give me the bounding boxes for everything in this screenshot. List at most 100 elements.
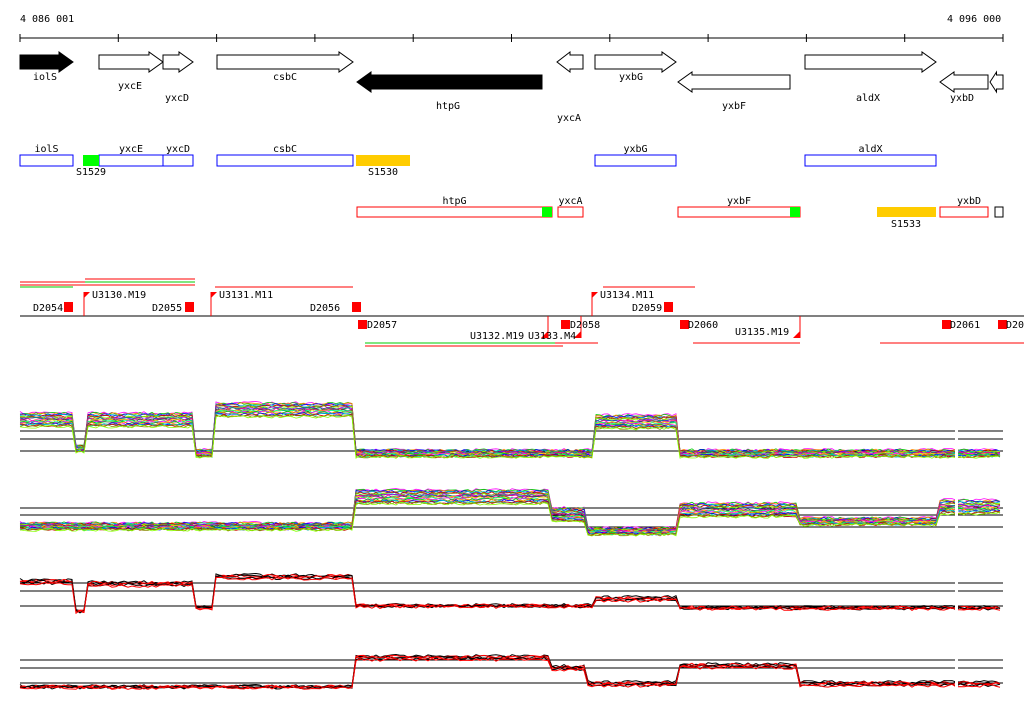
terminator-marker: [352, 302, 361, 312]
gene-box-label: yxbF: [727, 196, 751, 207]
terminator-marker: [561, 320, 570, 329]
gene-box-label: htpG: [442, 196, 466, 207]
gene-arrow-yxcA: [556, 50, 584, 74]
expression-line: [19, 403, 1001, 454]
arrow-shape: [939, 71, 989, 93]
promoter-flag: [793, 331, 800, 338]
segment-S1529: [83, 155, 99, 166]
arrow-shape: [594, 51, 677, 73]
transcription-label-up: D2055: [152, 303, 182, 314]
ruler-start-label: 4 086 001: [20, 14, 74, 25]
expression-line: [19, 414, 1001, 459]
gap: [955, 390, 958, 700]
gene-box-label: iolS: [34, 144, 58, 155]
arrow-shape: [19, 51, 74, 73]
gene-label-yxcD: yxcD: [165, 93, 189, 104]
transcription-label-down: U3132.M19: [470, 331, 524, 342]
gene-arrow-yxbG: [594, 51, 677, 73]
ruler-ticks: [19, 34, 1004, 42]
promoter-flag: [574, 331, 581, 338]
gene-arrow-aldX: [804, 51, 937, 73]
gene-arrow-yxbD: [939, 71, 989, 93]
arrow-shape: [556, 50, 584, 74]
gene-box-partial: [994, 206, 1004, 218]
expression-line: [19, 402, 1001, 453]
promoter-flag: [592, 292, 598, 298]
expression-line: [19, 408, 1001, 456]
gene-label-iolS: iolS: [33, 72, 57, 83]
gene-box-iolS: [19, 154, 74, 167]
gene-box-label: yxbD: [957, 196, 981, 207]
gene-arrow-track: iolS yxcE yxcD csbC htpG yxcA yxbG yxbF aldX yxbD: [19, 50, 1004, 124]
gene-label-yxcA: yxcA: [557, 113, 581, 124]
gene-box-yxcE: [98, 154, 164, 167]
expression-line: [19, 657, 1001, 690]
arrow-shape: [989, 70, 1004, 94]
gene-arrow-csbC: [216, 51, 354, 73]
expression-line: [19, 493, 1001, 533]
gene-box-track: iolS yxcE yxcD csbC yxbG aldX S1529 S1530 htpG yx…: [19, 144, 1004, 230]
expression-line: [19, 501, 1001, 537]
expression-line: [19, 404, 1001, 454]
segment-label: S1533: [891, 219, 921, 230]
terminator-marker: [680, 320, 689, 329]
transcription-track: D2054 U3130.M19 D2055 U3131.M11 D2056 U3134.M…: [20, 278, 1024, 347]
promoter-flag: [211, 292, 217, 298]
transcription-label-down: D2057: [367, 320, 397, 331]
gene-arrow-htpG: [356, 71, 543, 93]
expression-line: [19, 573, 1001, 612]
segment-label: S1530: [368, 167, 398, 178]
transcription-label-up: U3130.M19: [92, 290, 146, 301]
arrow-shape: [356, 71, 543, 93]
expression-line: [19, 576, 1001, 615]
gene-box-csbC: [216, 154, 354, 167]
transcription-label-down: D2061: [950, 320, 980, 331]
segment-label: S1529: [76, 167, 106, 178]
terminator-marker: [664, 302, 673, 312]
transcription-label-up: D2054: [33, 303, 63, 314]
gene-box-label: yxcD: [166, 144, 190, 155]
arrow-shape: [804, 51, 937, 73]
transcription-label-up: U3134.M11: [600, 290, 654, 301]
terminator-marker: [64, 302, 73, 312]
transcription-label-down: U3135.M19: [735, 327, 789, 338]
transcription-label-down: D20: [1006, 320, 1024, 331]
segment-S1530: [356, 155, 410, 166]
transcription-label-up: U3131.M11: [219, 290, 273, 301]
arrow-shape: [162, 51, 194, 73]
transcription-label-down: U3133.M4: [528, 331, 576, 342]
gene-box-label: yxcE: [119, 144, 143, 155]
transcription-label-up: D2059: [632, 303, 662, 314]
gene-label-aldX: aldX: [856, 93, 880, 104]
gene-box-yxbG: [594, 154, 677, 167]
gene-arrow-iolS: [19, 51, 74, 73]
gene-box-yxcA: [557, 206, 584, 218]
expression-line: [19, 403, 1001, 453]
arrow-shape: [216, 51, 354, 73]
gene-box-yxbF: [677, 206, 801, 218]
gene-box-yxcD: [162, 154, 194, 167]
gene-arrow-yxcD: [162, 51, 194, 73]
segment-green-htpG: [542, 207, 552, 217]
terminator-marker: [358, 320, 367, 329]
gene-label-csbC: csbC: [273, 72, 297, 83]
gene-box-label: aldX: [858, 144, 882, 155]
terminator-marker: [942, 320, 951, 329]
promoter-flag: [541, 331, 548, 338]
gene-label-yxcE: yxcE: [118, 81, 142, 92]
terminator-marker: [185, 302, 194, 312]
terminator-marker: [998, 320, 1007, 329]
ruler-end-label: 4 096 000: [947, 14, 1001, 25]
gene-label-yxbD: yxbD: [950, 93, 974, 104]
transcription-label-down: D2060: [688, 320, 718, 331]
gene-box-label: yxbG: [623, 144, 647, 155]
expression-line: [19, 497, 1001, 535]
segment-green-yxbF: [790, 207, 800, 217]
arrow-shape: [677, 71, 791, 93]
gene-box-label: yxcA: [558, 196, 582, 207]
coordinate-ruler: 4 086 001 4 096 000: [19, 14, 1004, 42]
promoter-flag: [84, 292, 90, 298]
gene-box-yxbD: [939, 206, 989, 218]
gene-box-label: csbC: [273, 144, 297, 155]
